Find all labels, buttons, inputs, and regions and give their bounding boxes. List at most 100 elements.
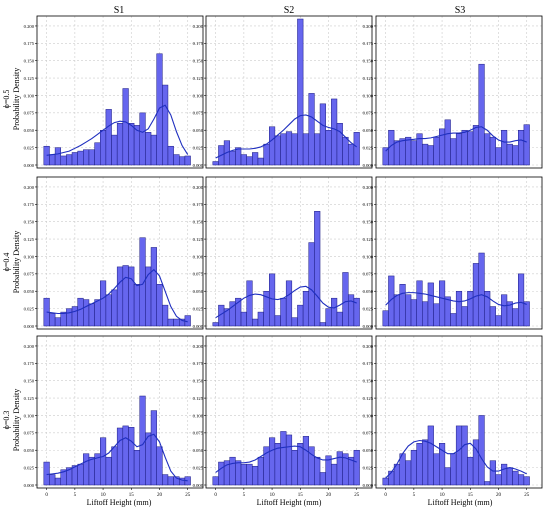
histogram-bar	[280, 133, 287, 166]
histogram-bar	[60, 311, 67, 327]
histogram-bar	[399, 138, 406, 166]
histogram-bar	[422, 143, 429, 166]
y-tick-label: 0.200	[363, 24, 374, 29]
histogram-bar	[111, 134, 118, 166]
panel-frame	[36, 176, 204, 330]
y-tick-label: 0.025	[24, 465, 35, 470]
y-tick-label: 0.150	[363, 379, 374, 384]
histogram-bar	[506, 467, 513, 486]
histogram-bar	[342, 272, 349, 327]
histogram-bar	[150, 247, 157, 327]
histogram-bar	[302, 436, 310, 486]
y-tick-label: 0.125	[193, 76, 204, 81]
histogram-bar	[43, 461, 50, 486]
column-title-s2: S2	[284, 5, 295, 16]
y-tick-label: 0.100	[24, 93, 35, 98]
histogram-bar	[156, 284, 163, 327]
kde-curve	[215, 114, 358, 159]
y-tick-label: 0.175	[193, 41, 204, 46]
histogram-bar	[133, 449, 141, 486]
y-tick-label: 0.150	[363, 220, 374, 225]
histogram-bar	[83, 299, 90, 327]
y-tick-label: 0.000	[363, 483, 374, 488]
histogram-bar	[184, 155, 191, 166]
histogram-bar	[83, 149, 90, 166]
histogram-bar	[512, 470, 519, 486]
histogram-bar	[212, 476, 219, 486]
x-axis-label-s2: Liftoff Height (mm)	[257, 498, 322, 507]
histogram-bar	[336, 123, 343, 166]
panel-frame	[375, 335, 543, 489]
y-tick-label: 0.125	[24, 237, 35, 242]
histogram-bar	[444, 296, 451, 327]
panel-frame	[36, 335, 204, 489]
histogram-bar	[218, 461, 225, 486]
histogram-bar	[150, 134, 157, 166]
histogram-bar	[512, 145, 519, 166]
y-tick-label: 0.100	[363, 93, 374, 98]
histogram-bar	[297, 443, 304, 486]
histogram-bar	[235, 147, 242, 166]
histogram-bar	[88, 303, 95, 327]
histogram-bar	[105, 109, 112, 166]
y-tick-label: 0.025	[363, 465, 374, 470]
row-label-phi-0.5: ϕ=0.5	[2, 90, 11, 109]
histogram-bar	[167, 318, 174, 327]
histogram-bar	[501, 294, 508, 327]
histogram-bar	[246, 280, 253, 327]
panel-frame	[375, 176, 543, 330]
histogram-bar	[495, 474, 502, 486]
x-tick-label: 15	[468, 493, 474, 498]
histogram-bar	[128, 427, 135, 486]
histogram-bar	[88, 149, 95, 166]
y-tick-label: 0.150	[24, 220, 35, 225]
histogram-bar	[405, 136, 412, 166]
histogram-bar	[280, 431, 287, 486]
y-tick-label: 0.025	[24, 145, 35, 150]
histogram-bar	[518, 474, 525, 486]
x-axis-label-s3: Liftoff Height (mm)	[428, 498, 493, 507]
histogram-bar	[54, 477, 62, 486]
histogram-bar	[66, 308, 73, 327]
histogram-bar	[280, 297, 287, 327]
histogram-bar	[49, 154, 56, 166]
y-tick-label: 0.150	[193, 379, 204, 384]
histogram-bar	[348, 143, 355, 166]
y-tick-label: 0.075	[24, 431, 35, 436]
histogram-bar	[302, 290, 310, 327]
histogram-bar	[252, 318, 259, 327]
histogram-bar	[467, 131, 474, 166]
y-tick-label: 0.200	[193, 185, 204, 190]
histogram-bar	[145, 432, 152, 486]
histogram-bar	[162, 304, 169, 327]
y-tick-label: 0.100	[193, 254, 204, 259]
histogram-bar	[444, 467, 451, 486]
panel-frame	[205, 176, 373, 330]
x-tick-label: 0	[45, 493, 48, 498]
y-tick-label: 0.075	[193, 272, 204, 277]
x-tick-label: 20	[496, 493, 502, 498]
y-tick-label: 0.125	[24, 396, 35, 401]
histogram-bar	[523, 301, 530, 327]
histogram-bar	[156, 53, 163, 166]
x-tick-label: 15	[129, 493, 135, 498]
panel-frame	[36, 15, 204, 169]
histogram-bar	[229, 456, 236, 486]
histogram-bar	[173, 318, 180, 327]
y-tick-label: 0.200	[24, 185, 35, 190]
histogram-bar	[162, 474, 169, 486]
histogram-bar	[450, 138, 457, 166]
y-axis-label-row1: Probability Density	[12, 68, 21, 130]
histogram-bar	[235, 460, 242, 486]
histogram-bar	[240, 311, 247, 327]
histogram-bar	[122, 88, 129, 166]
y-tick-label: 0.200	[363, 185, 374, 190]
histogram-bar	[467, 290, 474, 327]
histogram-bar	[122, 265, 129, 327]
histogram-bar	[291, 133, 298, 166]
histogram-bar	[77, 150, 84, 166]
histogram-bar	[450, 453, 457, 486]
y-tick-label: 0.075	[24, 111, 35, 116]
panel-S3-ϕ=0.5: 0.000 0.025 0.050 0.075 0.100 0.125 0.150 0.175…	[363, 15, 543, 169]
histogram-bar	[88, 456, 95, 486]
